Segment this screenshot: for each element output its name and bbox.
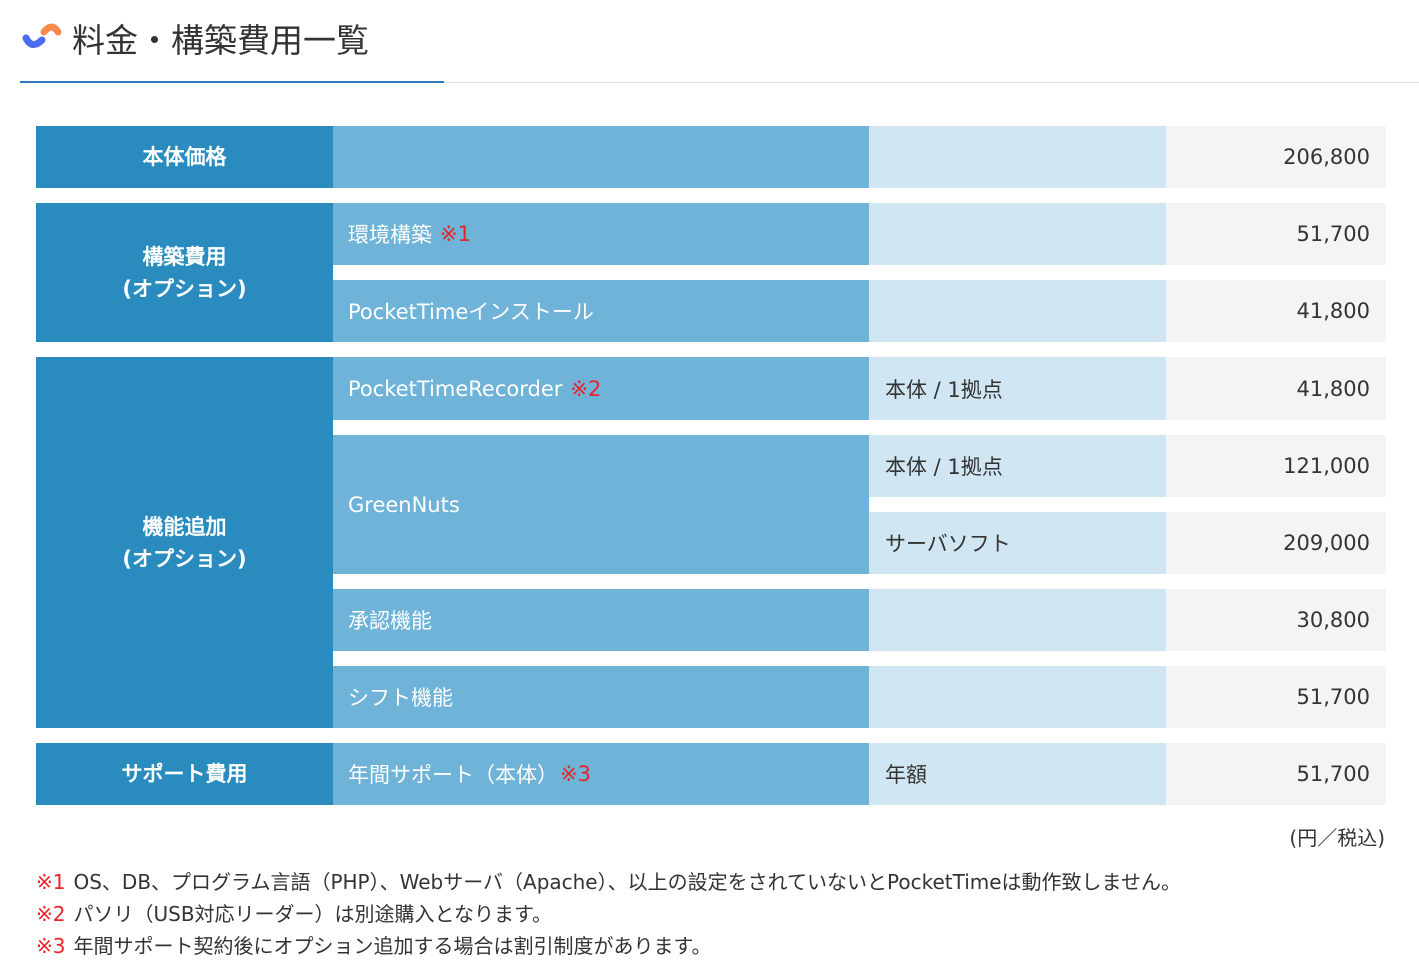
item-install: PocketTimeインストール (333, 280, 869, 342)
item-approval: 承認機能 (333, 589, 869, 651)
cell-empty (333, 126, 869, 188)
item-shift: シフト機能 (333, 666, 869, 728)
cell-empty (869, 126, 1166, 188)
head-line: 構築費用 (142, 244, 227, 269)
item-recorder: PocketTimeRecorder ※2 (333, 357, 869, 420)
price-greennuts-1: 121,000 (1166, 435, 1386, 497)
item-greennuts: GreenNuts (333, 435, 869, 574)
page-title: 料金・構築費用一覧 (72, 21, 369, 60)
head-func: 機能追加 (オプション) (36, 357, 333, 728)
divider (20, 82, 1419, 83)
cell-empty (869, 203, 1166, 265)
unit-greennuts-2: サーバソフト (869, 512, 1166, 574)
head-build: 構築費用 (オプション) (36, 203, 333, 342)
note-mark: ※1 (36, 870, 66, 894)
footnotes: ※1 OS、DB、プログラム言語（PHP）、Webサーバ（Apache）、以上の設… (36, 866, 1181, 962)
unit-recorder: 本体 / 1拠点 (869, 357, 1166, 420)
item-label: PocketTimeRecorder (348, 376, 563, 401)
cell-empty (869, 280, 1166, 342)
note-text: パソリ（USB対応リーダー）は別途購入となります。 (73, 902, 552, 926)
note-text: OS、DB、プログラム言語（PHP）、Webサーバ（Apache）、以上の設定を… (73, 870, 1181, 894)
logo-icon (22, 23, 62, 48)
price-install: 41,800 (1166, 280, 1386, 342)
footnote: ※2 パソリ（USB対応リーダー）は別途購入となります。 (36, 898, 1181, 930)
price-recorder: 41,800 (1166, 357, 1386, 420)
price-env: 51,700 (1166, 203, 1386, 265)
head-base: 本体価格 (36, 126, 333, 188)
note-mark: ※3 (560, 762, 591, 786)
price-base: 206,800 (1166, 126, 1386, 188)
price-shift: 51,700 (1166, 666, 1386, 728)
head-line: 機能追加 (142, 514, 227, 539)
head-line: (オプション) (122, 276, 247, 301)
item-label: 年間サポート（本体） (348, 763, 558, 787)
footnote: ※3 年間サポート契約後にオプション追加する場合は割引制度があります。 (36, 930, 1181, 962)
footnote: ※1 OS、DB、プログラム言語（PHP）、Webサーバ（Apache）、以上の設… (36, 866, 1181, 898)
price-support: 51,700 (1166, 743, 1386, 805)
item-support: 年間サポート（本体） ※3 (333, 743, 869, 805)
cell-empty (869, 666, 1166, 728)
note-mark: ※2 (36, 902, 66, 926)
title-underline (20, 81, 444, 83)
note-mark: ※2 (570, 376, 602, 401)
cell-empty (869, 589, 1166, 651)
item-label: 環境構築 (348, 223, 432, 247)
note-text: 年間サポート契約後にオプション追加する場合は割引制度があります。 (73, 934, 712, 958)
price-greennuts-2: 209,000 (1166, 512, 1386, 574)
unit-support: 年額 (869, 743, 1166, 805)
head-line: (オプション) (122, 546, 247, 571)
price-approval: 30,800 (1166, 589, 1386, 651)
unit-greennuts-1: 本体 / 1拠点 (869, 435, 1166, 497)
note-mark: ※1 (440, 222, 471, 246)
note-mark: ※3 (36, 934, 66, 958)
unit-note: (円／税込) (1289, 826, 1385, 850)
head-support: サポート費用 (36, 743, 333, 805)
item-env: 環境構築 ※1 (333, 203, 869, 265)
